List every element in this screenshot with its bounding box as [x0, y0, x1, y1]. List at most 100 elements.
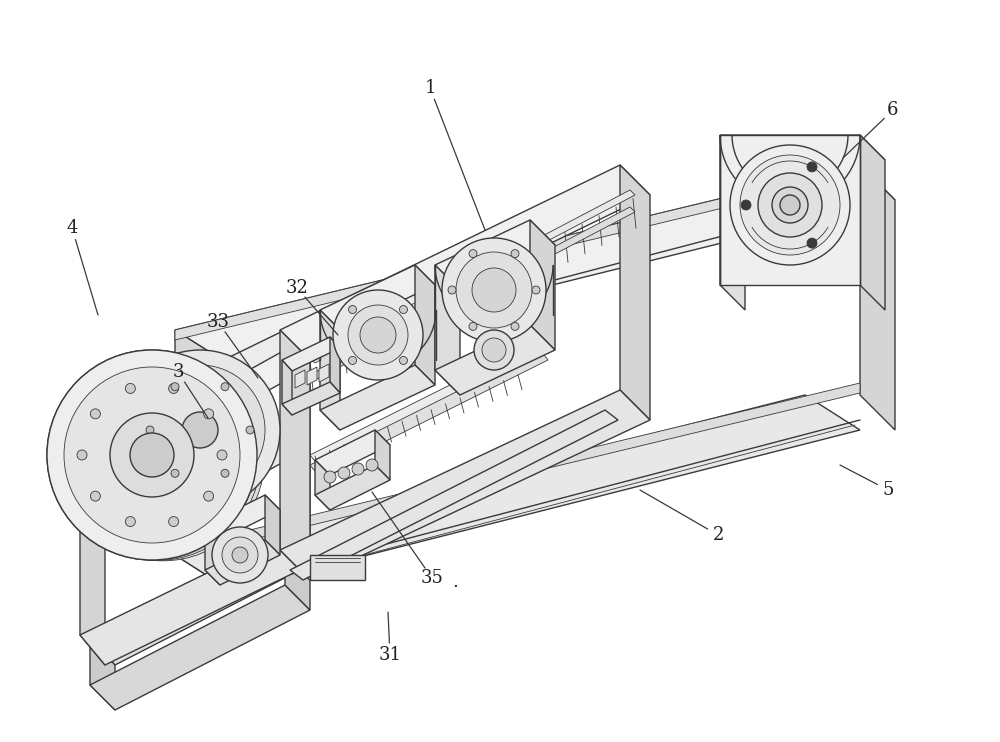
Text: 35: 35: [421, 569, 443, 587]
Polygon shape: [315, 460, 330, 510]
Polygon shape: [80, 330, 310, 460]
Circle shape: [221, 469, 229, 477]
Polygon shape: [105, 350, 305, 470]
Circle shape: [333, 290, 423, 380]
Polygon shape: [310, 555, 365, 580]
Text: 3: 3: [172, 363, 184, 381]
Polygon shape: [315, 465, 390, 510]
Circle shape: [120, 350, 280, 510]
Circle shape: [482, 338, 506, 362]
Circle shape: [110, 413, 194, 497]
Polygon shape: [315, 430, 390, 475]
Polygon shape: [80, 430, 105, 665]
Polygon shape: [282, 337, 340, 371]
Polygon shape: [105, 450, 125, 550]
Circle shape: [217, 450, 227, 460]
Circle shape: [222, 537, 258, 573]
Circle shape: [740, 155, 840, 255]
Polygon shape: [205, 540, 280, 585]
Polygon shape: [280, 330, 310, 580]
Polygon shape: [720, 135, 745, 310]
Text: 31: 31: [379, 646, 402, 664]
Text: .: .: [452, 573, 458, 591]
Circle shape: [232, 547, 248, 563]
Circle shape: [474, 330, 514, 370]
Circle shape: [348, 305, 408, 365]
Circle shape: [90, 409, 100, 418]
Circle shape: [448, 286, 456, 294]
Polygon shape: [435, 220, 555, 290]
Polygon shape: [435, 265, 460, 395]
Circle shape: [55, 355, 261, 560]
Circle shape: [90, 491, 100, 501]
Polygon shape: [435, 325, 555, 395]
Circle shape: [204, 409, 214, 418]
Circle shape: [165, 395, 235, 465]
Polygon shape: [175, 395, 860, 590]
Polygon shape: [530, 220, 555, 350]
Polygon shape: [265, 495, 280, 555]
Polygon shape: [860, 165, 895, 430]
Circle shape: [324, 471, 336, 483]
Circle shape: [204, 491, 214, 501]
Circle shape: [182, 412, 218, 448]
Text: 6: 6: [887, 101, 899, 119]
Text: 4: 4: [66, 219, 78, 237]
Circle shape: [171, 383, 179, 391]
Text: 5: 5: [882, 481, 894, 499]
Circle shape: [64, 367, 240, 543]
Text: 1: 1: [424, 79, 436, 97]
Polygon shape: [280, 390, 650, 580]
Circle shape: [532, 286, 540, 294]
Polygon shape: [310, 207, 635, 380]
Circle shape: [77, 450, 87, 460]
Circle shape: [338, 467, 350, 479]
Circle shape: [807, 162, 817, 172]
Text: 2: 2: [712, 526, 724, 544]
Circle shape: [212, 527, 268, 583]
Circle shape: [135, 365, 265, 495]
Circle shape: [349, 306, 357, 314]
Polygon shape: [282, 382, 340, 415]
Polygon shape: [175, 165, 860, 340]
Polygon shape: [90, 635, 115, 710]
Circle shape: [442, 238, 546, 342]
Circle shape: [758, 173, 822, 237]
Text: 33: 33: [207, 313, 230, 331]
Polygon shape: [310, 350, 548, 475]
Polygon shape: [285, 330, 310, 565]
Polygon shape: [310, 340, 548, 465]
Polygon shape: [720, 135, 860, 285]
Polygon shape: [290, 410, 618, 580]
Circle shape: [780, 195, 800, 215]
Polygon shape: [319, 364, 329, 382]
Circle shape: [511, 322, 519, 330]
Circle shape: [171, 469, 179, 477]
Polygon shape: [307, 367, 317, 385]
Polygon shape: [282, 360, 292, 415]
Circle shape: [349, 356, 357, 364]
Polygon shape: [295, 370, 305, 388]
Circle shape: [360, 317, 396, 353]
Polygon shape: [320, 310, 340, 430]
Polygon shape: [720, 135, 885, 160]
Polygon shape: [175, 383, 860, 558]
Circle shape: [125, 384, 135, 393]
Polygon shape: [90, 585, 310, 710]
Circle shape: [772, 187, 808, 223]
Circle shape: [469, 322, 477, 330]
Polygon shape: [280, 165, 650, 360]
Circle shape: [246, 426, 254, 434]
Circle shape: [511, 249, 519, 257]
Polygon shape: [620, 165, 650, 420]
Polygon shape: [205, 495, 280, 540]
Circle shape: [169, 516, 179, 527]
Circle shape: [62, 359, 264, 561]
Polygon shape: [175, 330, 230, 590]
Polygon shape: [310, 190, 635, 363]
Circle shape: [221, 383, 229, 391]
Polygon shape: [80, 535, 310, 665]
Polygon shape: [105, 430, 305, 550]
Polygon shape: [415, 265, 435, 385]
Polygon shape: [285, 350, 305, 450]
